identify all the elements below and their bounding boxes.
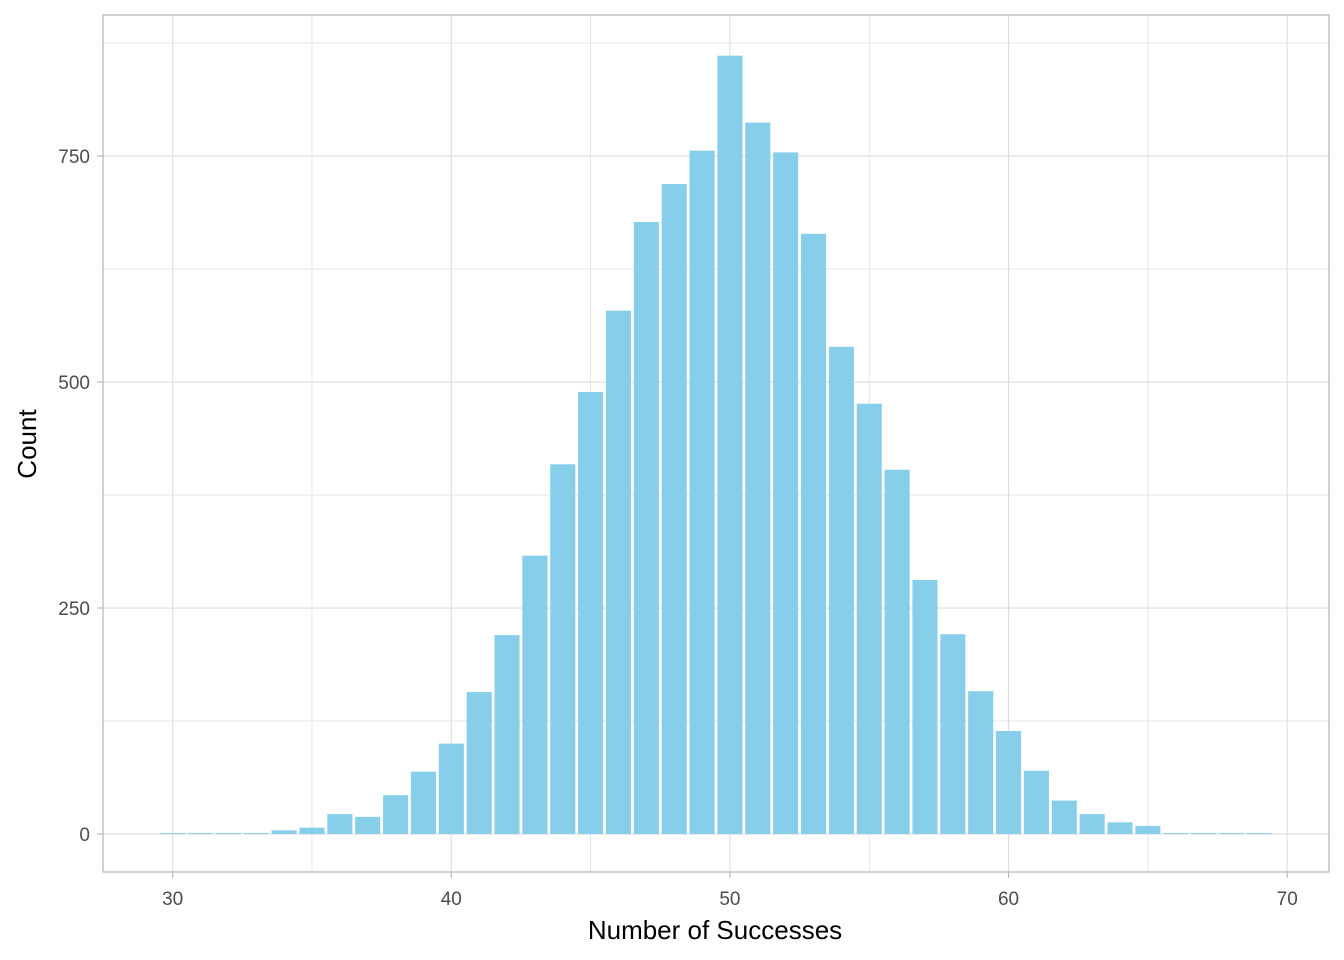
histogram-bar <box>605 310 632 835</box>
histogram-bar <box>160 833 186 835</box>
y-axis-title: Count <box>12 409 42 479</box>
histogram-bar <box>773 152 799 835</box>
histogram-bar <box>856 403 882 835</box>
histogram-bar <box>466 692 492 835</box>
x-axis-title: Number of Successes <box>588 915 842 945</box>
histogram-bar <box>828 346 854 835</box>
histogram-bar <box>438 743 464 835</box>
histogram-bar <box>800 233 827 835</box>
histogram-bar <box>1079 814 1105 835</box>
histogram-bar <box>215 833 241 835</box>
histogram-bar <box>717 55 743 835</box>
y-tick-label: 500 <box>58 373 90 394</box>
y-axis: 0 250 500 750 <box>58 147 103 846</box>
panel-frame <box>102 14 1330 873</box>
histogram-bar <box>1051 800 1077 835</box>
y-tick-label: 0 <box>79 825 90 846</box>
bars <box>160 55 1272 835</box>
histogram-bar <box>884 469 910 835</box>
histogram-bar <box>355 816 381 835</box>
histogram-bar <box>1023 770 1049 835</box>
histogram-bar <box>522 555 548 835</box>
x-tick-label: 30 <box>162 889 183 910</box>
histogram-bar <box>271 830 297 835</box>
panel-border <box>102 14 1330 873</box>
x-tick-label: 70 <box>1277 889 1298 910</box>
histogram-bar <box>633 222 659 835</box>
histogram-bar <box>410 771 436 835</box>
y-tick-label: 750 <box>58 147 90 168</box>
histogram-bar <box>1191 833 1217 835</box>
histogram-bar <box>1135 825 1161 835</box>
histogram-bar <box>940 634 966 835</box>
histogram-bar <box>187 833 214 835</box>
histogram-bar <box>1246 833 1272 835</box>
histogram-bar <box>299 827 325 835</box>
histogram-bar <box>1218 833 1245 835</box>
histogram-bar <box>550 464 576 835</box>
histogram-bar <box>383 795 409 835</box>
histogram-bar <box>1107 822 1133 835</box>
histogram-bar <box>661 184 687 835</box>
histogram-bar <box>1163 833 1189 835</box>
x-axis: 30 40 50 60 70 <box>162 872 1298 910</box>
histogram-bar <box>689 150 715 835</box>
histogram-bar <box>578 391 604 835</box>
histogram-bar <box>912 580 938 835</box>
histogram-bar <box>243 833 269 835</box>
histogram-bar <box>968 691 994 835</box>
x-tick-label: 50 <box>719 889 740 910</box>
histogram-bar <box>327 814 353 835</box>
grid-lines <box>103 15 1329 872</box>
x-tick-label: 60 <box>998 889 1019 910</box>
y-tick-label: 250 <box>58 599 90 620</box>
histogram-bar <box>745 122 771 835</box>
x-tick-label: 40 <box>441 889 462 910</box>
histogram-bar <box>996 730 1022 835</box>
histogram-bar <box>494 635 520 835</box>
